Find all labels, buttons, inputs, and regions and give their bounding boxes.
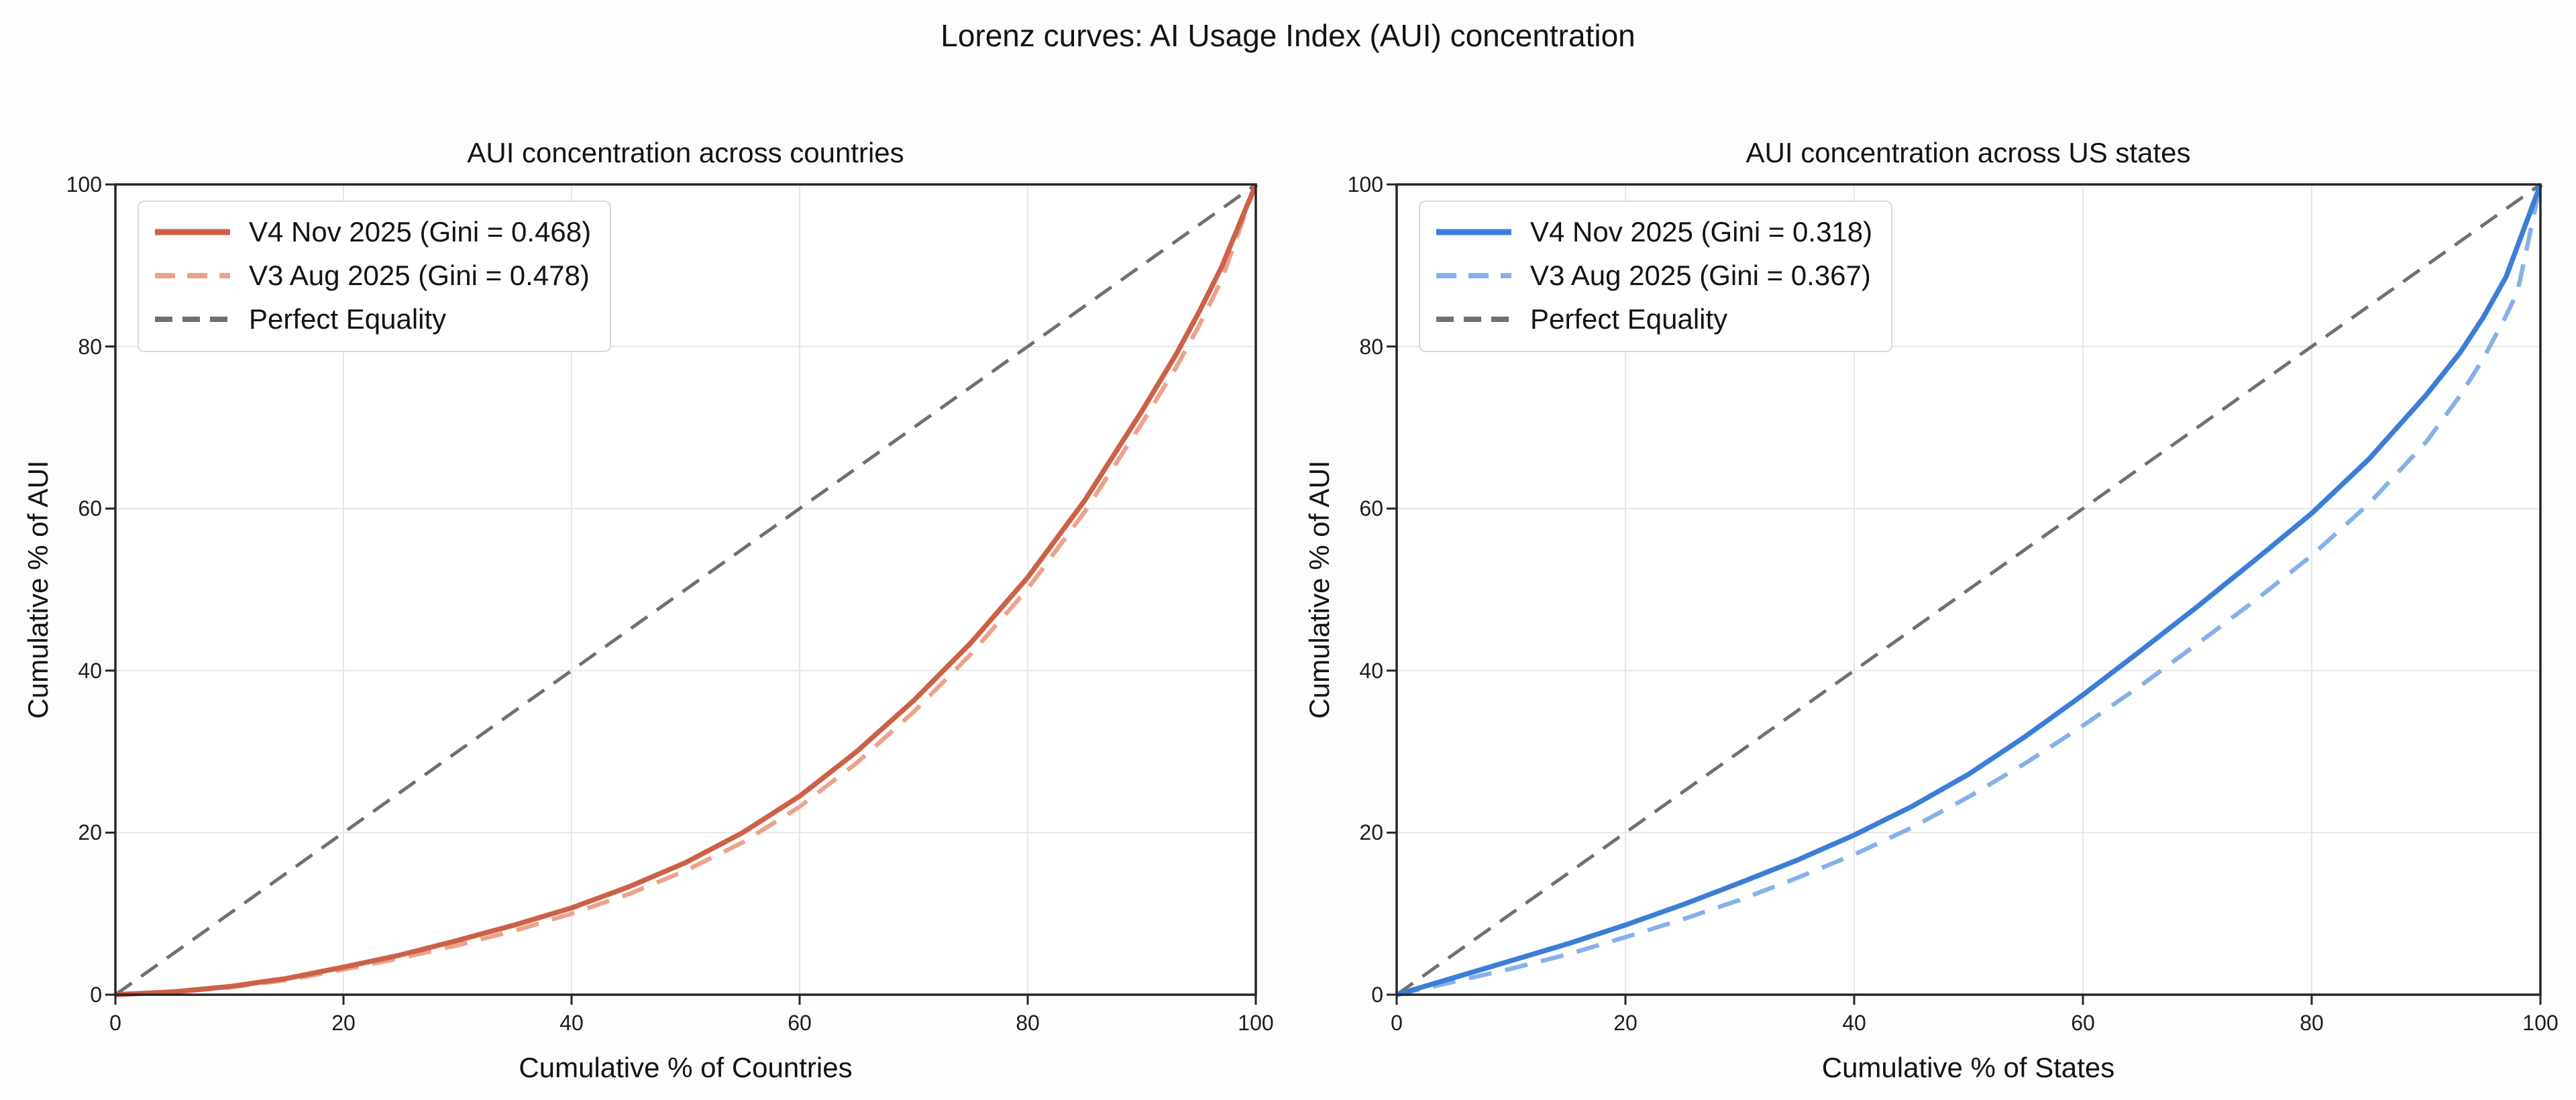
y-tick-label: 60 bbox=[1359, 496, 1383, 521]
x-tick-label: 80 bbox=[1016, 1011, 1040, 1035]
y-tick-label: 60 bbox=[78, 496, 102, 521]
plot-spines bbox=[1395, 183, 2542, 996]
series-line-v4 bbox=[1395, 183, 2543, 997]
legend-item: V4 Nov 2025 (Gini = 0.468) bbox=[155, 216, 591, 248]
left-chart-xlabel: Cumulative % of Countries bbox=[519, 1052, 853, 1083]
right-chart-title: AUI concentration across US states bbox=[1746, 137, 2191, 168]
x-tick-label: 40 bbox=[559, 1011, 584, 1035]
x-tick-label: 80 bbox=[2300, 1011, 2324, 1035]
legend: V4 Nov 2025 (Gini = 0.318) V3 Aug 2025 (G… bbox=[1419, 201, 1893, 352]
left-chart-ylabel: Cumulative % of AUI bbox=[22, 460, 54, 719]
x-tick-label: 0 bbox=[109, 1011, 121, 1035]
x-tick-label: 60 bbox=[2071, 1011, 2095, 1035]
legend-item-label: Perfect Equality bbox=[1530, 303, 1728, 335]
y-tick-label: 100 bbox=[1347, 172, 1383, 197]
x-tick-label: 20 bbox=[1613, 1011, 1638, 1035]
series-line-v3 bbox=[1396, 184, 2543, 997]
figure-title: Lorenz curves: AI Usage Index (AUI) conc… bbox=[941, 18, 1635, 53]
y-tick-label: 20 bbox=[1359, 820, 1383, 845]
legend: V4 Nov 2025 (Gini = 0.468) V3 Aug 2025 (G… bbox=[138, 201, 612, 352]
legend-item-label: V3 Aug 2025 (Gini = 0.478) bbox=[249, 260, 590, 291]
legend-item: Perfect Equality bbox=[155, 303, 591, 335]
legend-item: Perfect Equality bbox=[1436, 303, 1872, 335]
y-tick-label: 100 bbox=[66, 172, 102, 197]
x-tick-label: 60 bbox=[788, 1011, 812, 1035]
x-tick-label: 0 bbox=[1391, 1011, 1403, 1035]
x-tick-label: 20 bbox=[331, 1011, 356, 1035]
legend-item-label: V4 Nov 2025 (Gini = 0.318) bbox=[1530, 216, 1873, 248]
y-tick-label: 20 bbox=[78, 820, 102, 845]
legend-item: V3 Aug 2025 (Gini = 0.367) bbox=[1436, 260, 1872, 292]
legend-line-sample bbox=[155, 229, 230, 235]
x-tick-label: 100 bbox=[2522, 1011, 2559, 1035]
legend-line-sample bbox=[155, 317, 230, 322]
legend-item: V3 Aug 2025 (Gini = 0.478) bbox=[155, 260, 591, 292]
legend-item-label: V3 Aug 2025 (Gini = 0.367) bbox=[1530, 260, 1871, 291]
right-chart-xlabel: Cumulative % of States bbox=[1821, 1052, 2115, 1083]
series-line-v4 bbox=[115, 183, 1258, 997]
legend-line-sample bbox=[1436, 229, 1511, 235]
y-tick-label: 0 bbox=[1371, 983, 1383, 1007]
legend-item-label: V4 Nov 2025 (Gini = 0.468) bbox=[249, 216, 592, 248]
series-line-perfect bbox=[114, 182, 1257, 997]
y-tick-label: 80 bbox=[78, 334, 102, 359]
plot-spines bbox=[114, 183, 1257, 996]
series-line-v3 bbox=[115, 183, 1258, 997]
x-tick-label: 40 bbox=[1842, 1011, 1866, 1035]
series-line-perfect bbox=[1395, 182, 2542, 997]
legend-line-sample bbox=[155, 273, 230, 278]
legend-line-sample bbox=[1436, 317, 1511, 322]
y-tick-label: 40 bbox=[78, 658, 102, 683]
left-chart-title: AUI concentration across countries bbox=[467, 137, 904, 168]
y-tick-label: 0 bbox=[90, 983, 102, 1007]
y-tick-label: 80 bbox=[1359, 334, 1383, 359]
legend-line-sample bbox=[1436, 273, 1511, 278]
right-chart-ylabel: Cumulative % of AUI bbox=[1303, 460, 1335, 719]
y-tick-label: 40 bbox=[1359, 658, 1383, 683]
x-tick-label: 100 bbox=[1238, 1011, 1274, 1035]
legend-item-label: Perfect Equality bbox=[249, 303, 447, 335]
legend-item: V4 Nov 2025 (Gini = 0.318) bbox=[1436, 216, 1872, 248]
